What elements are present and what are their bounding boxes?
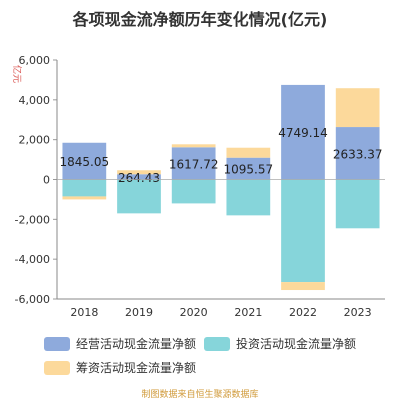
bar-investing-2019	[117, 179, 161, 214]
y-tick-label: -2,000	[15, 213, 50, 226]
legend-financing[interactable]: 筹资活动现金流量净额	[44, 359, 196, 376]
source-note: 制图数据来自恒生聚源数据库	[141, 390, 259, 400]
legend-operating[interactable]: 经营活动现金流量净额	[44, 335, 196, 352]
x-tick-label: 2018	[70, 306, 98, 319]
bar-financing-2019	[117, 170, 161, 175]
legend-swatch-operating	[44, 336, 70, 351]
bar-investing-2022	[281, 179, 325, 283]
legend-swatch-investing	[204, 336, 230, 351]
x-tick-label: 2019	[125, 306, 153, 319]
data-label-operating-2020: 1617.72	[169, 157, 219, 171]
x-tick-label: 2020	[180, 306, 208, 319]
data-label-operating-2023: 2633.37	[333, 147, 383, 161]
chart-title: 各项现金流净额历年变化情况(亿元)	[72, 10, 328, 29]
bar-operating-2018	[62, 142, 107, 180]
y-tick-label: 2,000	[19, 134, 51, 147]
data-label-operating-2018: 1845.05	[60, 155, 110, 169]
data-label-operating-2021: 1095.57	[224, 163, 274, 177]
legend-label-investing: 投资活动现金流量净额	[236, 337, 357, 351]
x-tick-label: 2023	[344, 306, 372, 319]
bar-financing-2020	[171, 144, 216, 148]
bar-investing-2023	[335, 179, 380, 229]
y-tick-label: 0	[43, 174, 50, 187]
y-axis-label: 亿元	[11, 65, 23, 83]
bar-financing-2021	[226, 147, 271, 158]
bar-financing-2022	[281, 282, 325, 291]
x-tick-label: 2022	[289, 306, 317, 319]
legend-label-operating: 经营活动现金流量净额	[76, 337, 197, 351]
bar-investing-2018	[62, 179, 107, 197]
bar-operating-2021	[226, 157, 271, 180]
legend-swatch-financing	[44, 360, 70, 375]
bar-operating-2020	[171, 147, 216, 180]
bar-investing-2020	[171, 179, 216, 204]
legend-investing[interactable]: 投资活动现金流量净额	[204, 335, 356, 352]
bar-operating-2022	[281, 84, 325, 180]
bar-operating-2019	[117, 174, 161, 180]
x-tick-label: 2021	[234, 306, 262, 319]
bar-financing-2018	[62, 196, 107, 200]
data-label-operating-2019: 264.43	[118, 171, 160, 185]
y-tick-label: -4,000	[15, 253, 50, 266]
bar-operating-2023	[335, 127, 380, 180]
y-tick-label: -6,000	[15, 293, 50, 306]
bar-financing-2023	[335, 88, 380, 128]
y-tick-label: 6,000	[19, 54, 51, 67]
y-tick-label: 4,000	[19, 94, 51, 107]
data-label-operating-2022: 4749.14	[278, 126, 328, 140]
bar-investing-2021	[226, 179, 271, 216]
legend-label-financing: 筹资活动现金流量净额	[76, 361, 197, 375]
